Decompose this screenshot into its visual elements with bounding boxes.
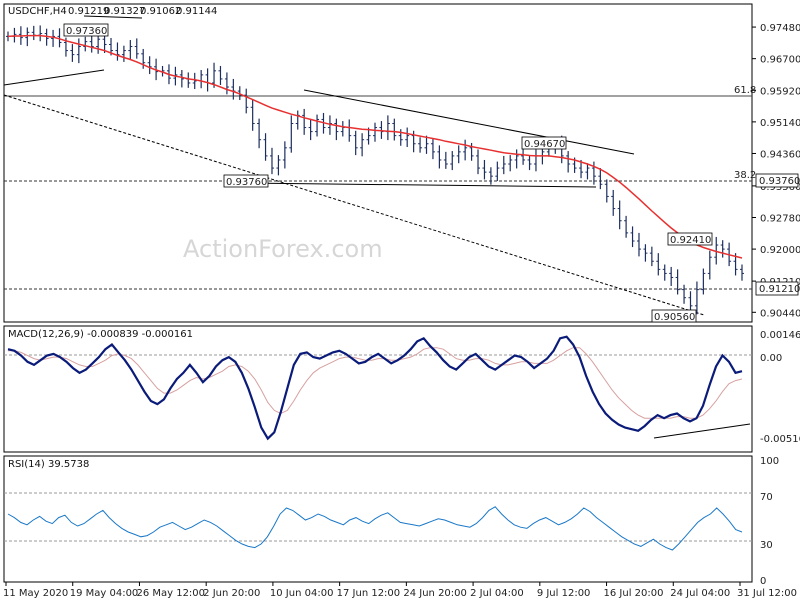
rsi-tick-label-1: 70 [760, 492, 773, 503]
x-tick-label-3: 2 Jun 20:00 [203, 588, 260, 599]
macd-signal-line [8, 347, 743, 419]
price-tick-label-4: 0.94360 [760, 149, 800, 160]
price-ohlc-close: 0.91144 [176, 6, 217, 17]
trendline-upper [303, 89, 635, 155]
annotation-09241: 0.92410 [667, 232, 713, 246]
macd-tick-label-1: 0.00 [760, 353, 782, 364]
svg-text:0.97360: 0.97360 [66, 26, 107, 37]
price-bars [6, 25, 744, 315]
svg-text:0.91210: 0.91210 [759, 284, 800, 295]
annotation-09376: 0.93760 [223, 174, 269, 188]
trendline-channel [3, 94, 705, 316]
price-ohlc-open: 0.91219 [68, 6, 109, 17]
price-tick-label-9: 0.90440 [760, 308, 800, 319]
price-ohlc-high: 0.91327 [104, 6, 145, 17]
price-header: USDCHF,H4 [8, 6, 67, 17]
macd-main-line [7, 335, 743, 441]
annotation-09736: 0.97360 [63, 23, 109, 37]
svg-text:0.93760: 0.93760 [226, 177, 267, 188]
x-tick-label-8: 9 Jul 12:00 [537, 588, 591, 599]
rsi-header: RSI(14) 39.5738 [8, 459, 89, 470]
trendline-a [3, 69, 105, 86]
x-tick-label-11: 31 Jul 12:00 [737, 588, 797, 599]
svg-text:0.93760: 0.93760 [759, 176, 800, 187]
price-pane [3, 3, 753, 323]
svg-text:0.94670: 0.94670 [524, 139, 565, 150]
price-ohlc-low: 0.91062 [140, 6, 181, 17]
x-tick-label-1: 19 May 04:00 [70, 588, 139, 599]
price-tick-label-0: 0.97480 [760, 23, 800, 34]
svg-text:0.92410: 0.92410 [670, 235, 711, 246]
price-tick-label-3: 0.95140 [760, 118, 800, 129]
trendline-support [243, 182, 597, 188]
rsi-line [7, 506, 743, 551]
price-tick-label-1: 0.96700 [760, 55, 800, 66]
annotation-09056: 0.90560 [651, 309, 697, 323]
rsi-pane [3, 455, 753, 583]
x-tick-label-5: 17 Jun 12:00 [337, 588, 401, 599]
x-tick-label-10: 24 Jul 04:00 [670, 588, 730, 599]
macd-header: MACD(12,26,9) -0.000839 -0.000161 [8, 329, 193, 340]
rsi-tick-label-2: 30 [760, 540, 773, 551]
rsi-y-axis: 100 70 30 0 [760, 456, 779, 587]
macd-y-axis: 0.001461 0.00 -0.00516 [760, 330, 800, 445]
x-tick-label-6: 24 Jun 20:00 [403, 588, 467, 599]
annotation-09467: 0.94670 [521, 136, 567, 150]
macd-tick-label-2: -0.00516 [760, 434, 800, 445]
x-tick-label-2: 26 May 12:00 [136, 588, 205, 599]
x-tick-label-7: 2 Jul 04:00 [470, 588, 524, 599]
moving-average-line [7, 34, 743, 259]
fib-38-label: 38.2 [734, 170, 756, 181]
x-tick-label-4: 10 Jun 04:00 [270, 588, 334, 599]
macd-tick-label-0: 0.001461 [760, 330, 800, 341]
svg-text:0.90560: 0.90560 [654, 312, 695, 323]
rsi-tick-label-0: 100 [760, 456, 779, 467]
macd-pane [3, 325, 753, 453]
fib-61-label: 61.8 [734, 85, 756, 96]
axis-box-current-price: 0.91210 [755, 281, 800, 296]
watermark: ActionForex.com [183, 235, 383, 263]
axis-box-fib-38: 0.93760 [755, 173, 800, 188]
rsi-tick-label-3: 0 [760, 576, 766, 587]
macd-divergence-line [653, 423, 751, 439]
x-tick-label-9: 16 Jul 20:00 [604, 588, 664, 599]
price-tick-label-6: 0.92780 [760, 213, 800, 224]
price-tick-label-7: 0.92000 [760, 245, 800, 256]
header-underline [83, 15, 143, 19]
price-tick-label-2: 0.95920 [760, 86, 800, 97]
x-tick-label-0: 11 May 2020 [3, 588, 68, 599]
